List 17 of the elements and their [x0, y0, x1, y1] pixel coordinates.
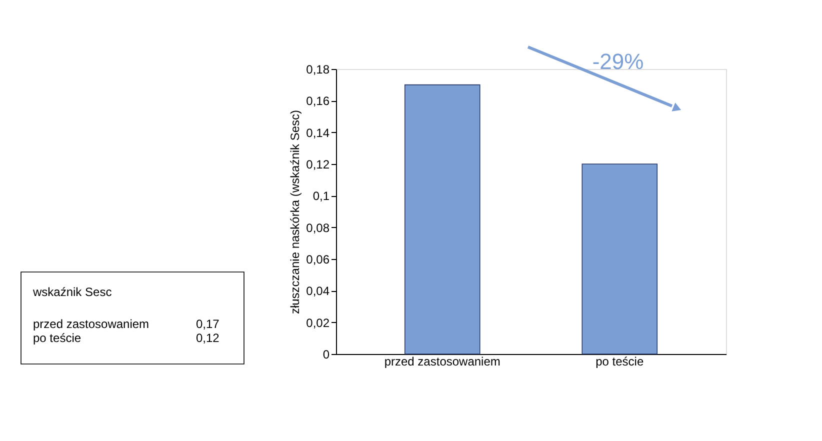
text: przed zastosowaniem	[33, 317, 150, 331]
annotation: -29%	[592, 49, 644, 74]
y-tick-label: 0,04	[306, 284, 330, 298]
y-tick-label: 0,18	[306, 62, 330, 76]
text: po teście	[33, 331, 82, 345]
y-tick-label: 0,1	[312, 189, 330, 204]
y-axis-title: złuszczanie naskórka (wskaźnik Sesc)	[288, 110, 302, 314]
text: 0,12	[196, 331, 220, 345]
y-tick-label: 0,06	[306, 252, 330, 266]
y-tick-label: 0,12	[306, 158, 330, 172]
y-tick-label: 0,16	[306, 94, 330, 108]
text: 0,17	[196, 317, 220, 331]
y-tick-label: 0	[322, 348, 330, 362]
text: wskaźnik Sesc	[32, 285, 112, 299]
y-tick-label: 0,08	[306, 220, 330, 235]
y-tick-label: 0,14	[306, 126, 330, 140]
y-tick-label: 0,02	[306, 316, 330, 330]
